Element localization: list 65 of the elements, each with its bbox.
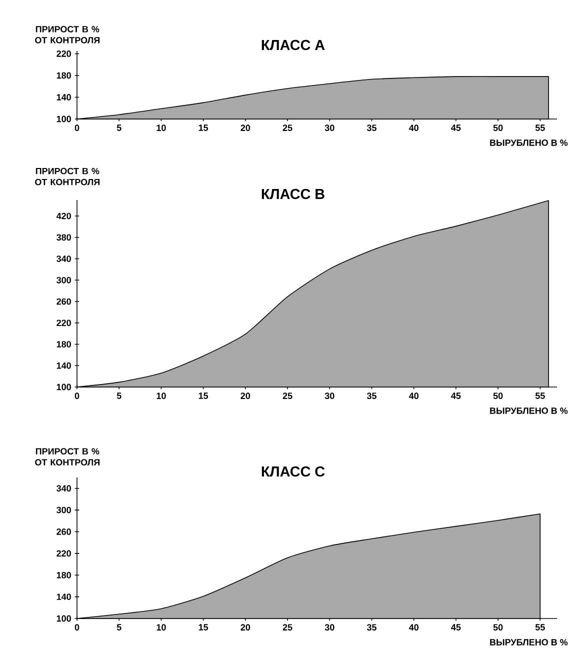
y-tick-label: 100: [56, 384, 71, 390]
x-tick-label: 0: [74, 124, 80, 132]
x-tick-label: 55: [535, 392, 545, 399]
x-tick-label: 50: [493, 124, 503, 132]
x-tick-label: 40: [408, 124, 418, 132]
x-tick-label: 20: [240, 392, 250, 400]
y-tick-label: 340: [56, 485, 71, 492]
x-tick-label: 35: [366, 392, 376, 400]
y-tick-label: 380: [56, 234, 71, 241]
y-tick-label: 140: [56, 94, 71, 100]
x-tick-label: 5: [116, 124, 122, 131]
x-axis-title: ВЫРУБЛЕНО В %: [490, 639, 568, 646]
y-tick-label: 100: [56, 116, 71, 122]
x-tick-label: 40: [408, 624, 418, 631]
x-tick-label: 10: [156, 124, 166, 132]
y-tick-label: 220: [56, 320, 71, 326]
y-tick-label: 180: [56, 341, 71, 348]
x-tick-label: 50: [493, 392, 503, 400]
y-tick-label: 180: [56, 572, 71, 578]
x-tick-label: 45: [451, 392, 461, 399]
x-tick-label: 5: [116, 392, 122, 399]
x-tick-label: 25: [282, 392, 292, 400]
x-tick-label: 5: [116, 624, 122, 630]
x-tick-label: 45: [451, 624, 461, 630]
y-axis-title: ПРИРОСТ В % ОТ КОНТРОЛЯ: [35, 26, 100, 44]
y-tick-label: 140: [56, 594, 71, 600]
x-tick-label: 25: [282, 624, 292, 631]
x-tick-label: 55: [535, 624, 545, 630]
x-tick-label: 55: [535, 124, 545, 131]
chart-title: КЛАСС С: [262, 466, 325, 477]
x-tick-label: 30: [324, 624, 334, 631]
x-tick-label: 0: [74, 392, 80, 400]
y-tick-label: 220: [56, 550, 71, 557]
y-axis-title: ПРИРОСТ В % ОТ КОНТРОЛЯ: [35, 448, 100, 466]
x-tick-label: 0: [74, 624, 80, 631]
y-tick-label: 300: [56, 276, 71, 284]
y-tick-label: 260: [56, 528, 71, 535]
x-tick-label: 15: [198, 124, 208, 131]
y-tick-label: 300: [56, 506, 71, 514]
x-tick-label: 30: [324, 124, 334, 132]
x-tick-label: 50: [493, 624, 503, 631]
x-tick-label: 25: [282, 124, 292, 132]
y-tick-label: 420: [56, 212, 71, 220]
chart-title: КЛАСС А: [262, 40, 325, 50]
x-tick-label: 35: [366, 624, 376, 631]
x-tick-label: 10: [156, 624, 166, 631]
x-tick-label: 20: [240, 124, 250, 132]
x-tick-label: 40: [408, 392, 418, 400]
x-tick-label: 20: [240, 624, 250, 631]
y-tick-label: 180: [56, 72, 71, 79]
y-tick-label: 140: [56, 362, 71, 369]
y-axis-title: ПРИРОСТ В % ОТ КОНТРОЛЯ: [35, 168, 100, 186]
y-tick-label: 220: [56, 50, 71, 57]
x-axis-title: ВЫРУБЛЕНО В %: [490, 140, 568, 146]
y-tick-label: 100: [56, 615, 71, 622]
x-tick-label: 30: [324, 392, 334, 400]
x-tick-label: 45: [451, 124, 461, 131]
x-tick-label: 10: [156, 392, 166, 400]
x-tick-label: 15: [198, 624, 208, 630]
x-tick-label: 15: [198, 392, 208, 399]
x-tick-label: 35: [366, 124, 376, 132]
y-tick-label: 260: [56, 298, 71, 305]
y-tick-label: 340: [56, 256, 71, 262]
x-axis-title: ВЫРУБЛЕНО В %: [490, 408, 568, 414]
chart-title: КЛАСС В: [262, 188, 324, 200]
